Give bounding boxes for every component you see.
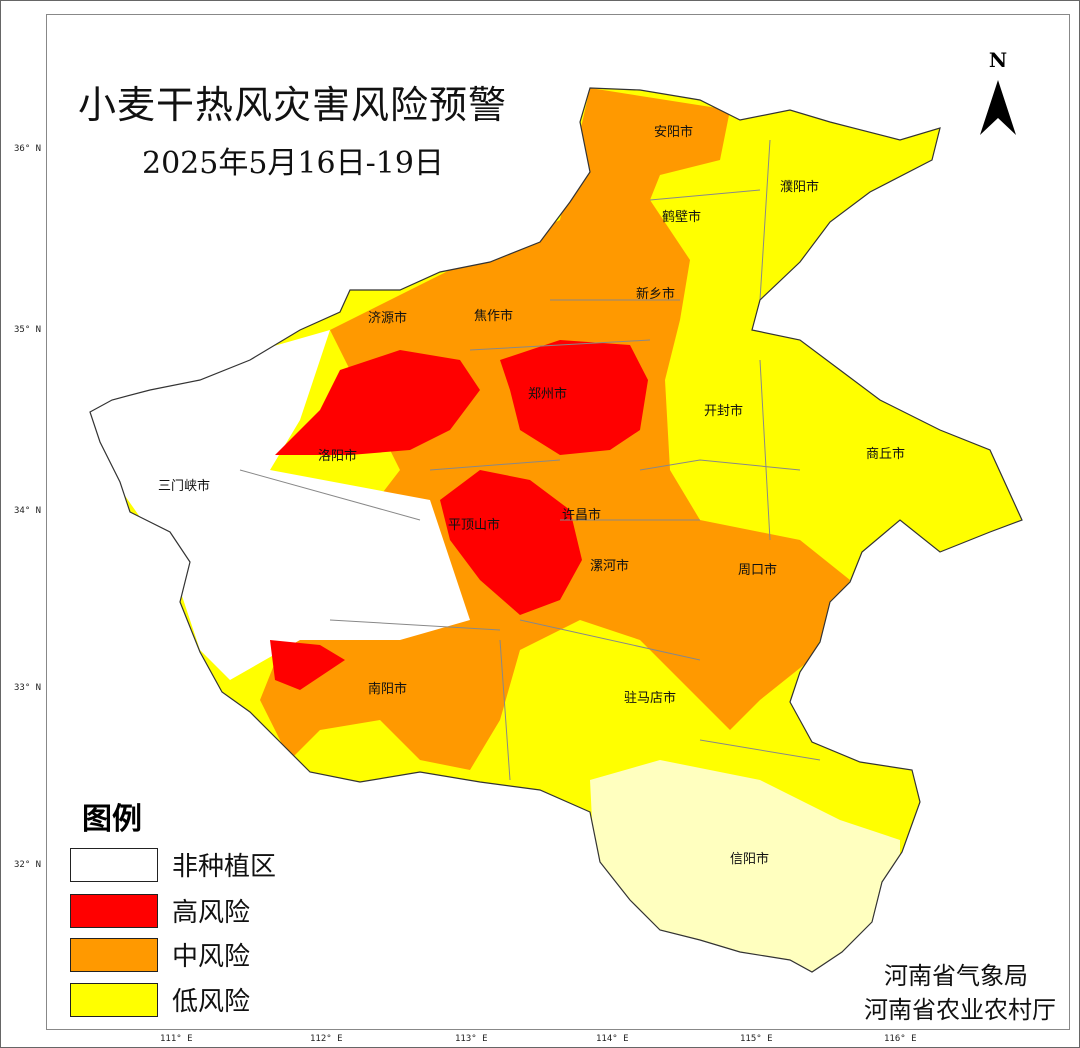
legend-item-non-planted: 非种植区 (70, 846, 276, 883)
lat-tick: 33° N (14, 683, 42, 693)
map-date: 2025年5月16日-19日 (142, 146, 444, 181)
map-frame (46, 14, 1070, 1030)
city-label: 信阳市 (730, 852, 770, 867)
city-label: 三门峡市 (158, 479, 211, 494)
high-risk-zone-pingdingshan (440, 470, 582, 615)
high-risk-zone-zhengzhou (500, 340, 648, 455)
legend-label: 低风险 (172, 987, 251, 1017)
legend-swatch (70, 847, 158, 882)
city-boundaries (239, 139, 821, 781)
credit-line: 河南省农业农村厅 (864, 996, 1056, 1024)
city-label: 焦作市 (474, 309, 514, 324)
legend-title: 图例 (82, 802, 142, 837)
non-planted-zone-south (590, 760, 900, 972)
city-label: 驻马店市 (624, 691, 677, 706)
map-title: 小麦干热风灾害风险预警 (78, 83, 508, 127)
high-risk-zone-nanyang (270, 640, 345, 690)
lat-tick: 35° N (14, 325, 42, 335)
legend-swatch (70, 893, 158, 928)
legend-swatch (70, 982, 158, 1017)
city-label: 洛阳市 (318, 449, 358, 464)
legend-swatch (70, 937, 158, 972)
city-label: 新乡市 (636, 287, 676, 302)
city-label: 鹤壁市 (662, 210, 702, 225)
credit-line: 河南省气象局 (884, 962, 1028, 990)
city-label: 濮阳市 (780, 180, 820, 195)
lat-tick: 32° N (14, 860, 42, 870)
city-label: 周口市 (738, 563, 778, 578)
city-label: 济源市 (368, 311, 408, 326)
legend-label: 非种植区 (172, 852, 277, 882)
lon-tick: 111° E (160, 1034, 193, 1044)
city-label: 许昌市 (562, 508, 602, 523)
non-planted-zone (90, 330, 470, 680)
lat-tick: 36° N (14, 144, 42, 154)
city-label: 商丘市 (866, 447, 906, 462)
lon-tick: 116° E (884, 1034, 917, 1044)
lon-tick: 115° E (740, 1034, 773, 1044)
lon-tick: 112° E (310, 1034, 343, 1044)
legend-label: 中风险 (172, 942, 251, 972)
city-label: 南阳市 (368, 682, 408, 697)
city-label: 开封市 (704, 404, 744, 419)
legend-item-low: 低风险 (70, 981, 250, 1018)
north-indicator: N (978, 48, 1018, 72)
high-risk-zone-luoyang (275, 350, 480, 455)
city-label: 漯河市 (590, 559, 630, 574)
legend-label: 高风险 (172, 898, 251, 928)
north-arrow-icon (980, 80, 1016, 135)
legend-item-high: 高风险 (70, 892, 250, 929)
lon-tick: 113° E (455, 1034, 488, 1044)
city-label: 平顶山市 (448, 518, 501, 533)
lon-tick: 114° E (596, 1034, 629, 1044)
city-label: 安阳市 (654, 125, 694, 140)
city-label: 郑州市 (528, 387, 568, 402)
legend-item-medium: 中风险 (70, 936, 250, 973)
lat-tick: 34° N (14, 506, 42, 516)
north-label: N (988, 48, 1008, 72)
